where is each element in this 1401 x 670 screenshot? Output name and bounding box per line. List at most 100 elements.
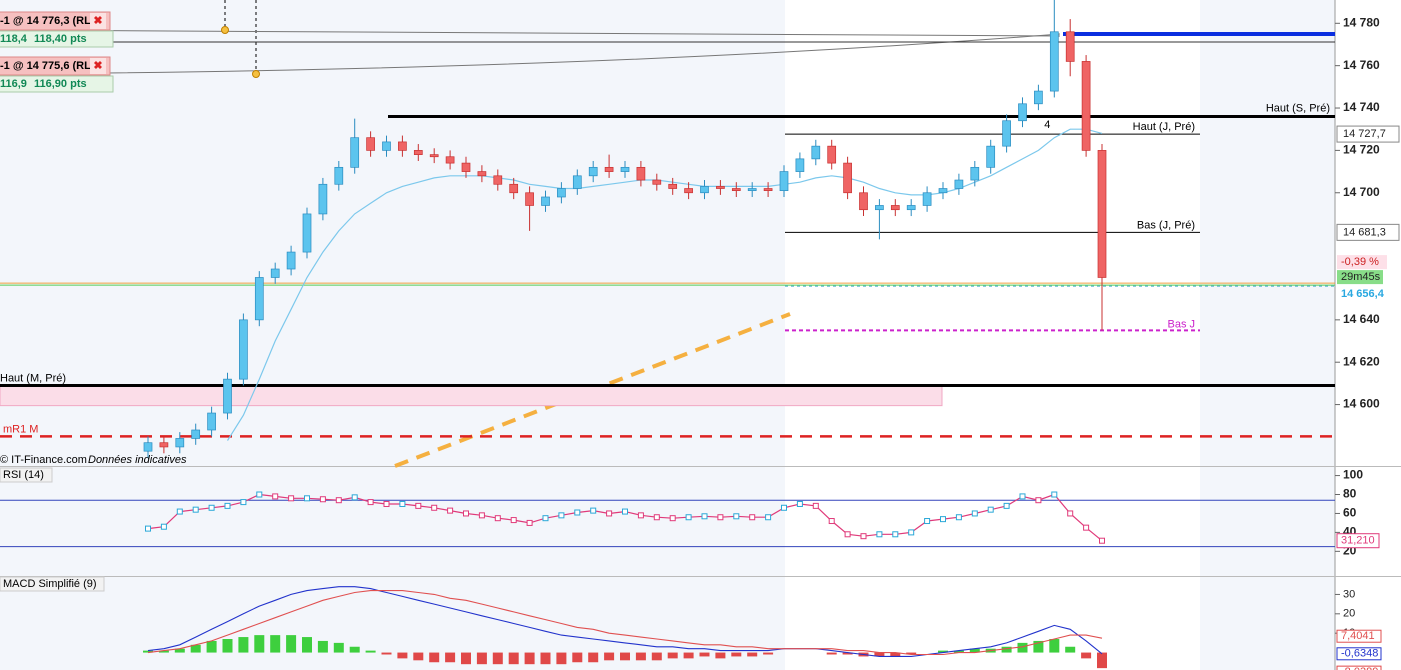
histogram-bar — [429, 652, 440, 663]
candle-body — [366, 137, 375, 151]
rsi-point — [892, 531, 899, 538]
candle-body — [620, 166, 630, 172]
histogram-bar — [556, 652, 567, 665]
points-box — [0, 75, 114, 93]
rsi-point — [622, 508, 628, 515]
candle-body — [334, 166, 344, 185]
rsi-point — [987, 506, 994, 513]
candle-body — [572, 175, 582, 189]
candle-body — [922, 192, 932, 206]
y-tick-label: 30 — [1343, 588, 1355, 600]
candle-body — [1081, 61, 1091, 151]
histogram-bar — [238, 637, 249, 653]
candle-body — [890, 205, 900, 211]
candle-body — [350, 137, 360, 168]
candle-body — [207, 412, 216, 431]
y-tick-label: 14 700 — [1343, 185, 1380, 199]
rsi-point — [1067, 510, 1074, 517]
candle-body — [684, 188, 693, 194]
candle-body — [779, 171, 789, 191]
y-tick-label: 14 740 — [1343, 100, 1380, 114]
histogram-bar — [699, 652, 710, 657]
histogram-bar — [540, 652, 551, 665]
points: 118,4 — [0, 33, 28, 45]
histogram-bar — [651, 652, 662, 661]
rsi-point — [781, 504, 787, 511]
candle-body — [652, 179, 662, 185]
candle-body — [143, 442, 153, 452]
histogram-bar — [1065, 646, 1076, 653]
candle-body — [843, 162, 852, 194]
zone — [0, 385, 943, 407]
rsi-point — [828, 518, 835, 525]
rsi-point — [542, 515, 549, 522]
histogram-bar — [349, 646, 360, 653]
signal-label: 4 — [1044, 119, 1050, 131]
candle-body — [986, 145, 996, 168]
rsi-point — [1099, 537, 1105, 544]
candle-body — [954, 179, 964, 189]
rsi-point — [812, 502, 819, 509]
rsi-point — [1051, 491, 1058, 498]
histogram-bar — [174, 648, 185, 653]
rsi-point — [463, 510, 469, 517]
close-button[interactable]: ✖ — [93, 15, 102, 27]
rsi-point — [510, 517, 517, 524]
histogram-bar — [667, 652, 678, 659]
candle-body — [239, 319, 248, 380]
rsi-point — [844, 531, 851, 538]
axis-box-label: 14 681,3 — [1343, 226, 1386, 238]
candle-body — [716, 186, 725, 189]
candle-body — [1097, 150, 1107, 278]
macd-last: -8,0389 — [1341, 666, 1378, 670]
points: 116,9 — [0, 78, 27, 90]
histogram-bar — [317, 640, 328, 653]
rsi-point — [367, 499, 374, 506]
candle-body — [461, 162, 471, 172]
order-label: -1 @ 14 776,3 (RL) — [0, 15, 95, 27]
histogram-bar — [1097, 652, 1107, 669]
close-button-bg[interactable] — [90, 13, 106, 29]
axis-bg — [1335, 0, 1401, 670]
histogram-bar — [381, 652, 392, 655]
order-point — [221, 26, 229, 34]
rsi-point — [447, 507, 454, 514]
axis-box — [1336, 629, 1382, 643]
rsi-point — [955, 514, 962, 521]
order-label: -1 @ 14 775,6 (RL) — [0, 60, 95, 72]
histogram-bar — [953, 650, 964, 653]
y-tick-label: 80 — [1343, 487, 1357, 501]
rsi-point — [224, 502, 231, 509]
level-label: Bas J — [1167, 318, 1195, 330]
rsi-point — [908, 529, 915, 536]
histogram-bar — [572, 652, 583, 663]
axis-box — [1336, 647, 1382, 661]
histogram-bar — [842, 652, 853, 655]
rsi-point — [1035, 497, 1042, 504]
histogram-bar — [1049, 639, 1060, 653]
y-tick-label: 14 620 — [1343, 354, 1380, 368]
close-button[interactable]: ✖ — [93, 60, 102, 72]
histogram-bar — [890, 652, 901, 657]
candle-body — [1018, 103, 1027, 122]
histogram-bar — [969, 648, 980, 653]
histogram-bar — [206, 640, 217, 653]
candle-body — [270, 268, 280, 278]
candle-body — [254, 277, 264, 321]
y-tick-label: 14 600 — [1343, 397, 1380, 411]
histogram-bar — [1081, 652, 1092, 659]
rsi-point — [494, 515, 501, 522]
level-label: Bas (J, Pré) — [1137, 219, 1195, 231]
candle-body — [827, 145, 837, 164]
close-button-bg[interactable] — [90, 58, 106, 74]
candle-body — [795, 158, 805, 172]
rsi-point — [399, 500, 406, 507]
rsi-point — [272, 493, 279, 500]
candle-body — [318, 183, 328, 215]
copyright: © IT-Finance.com — [0, 454, 87, 466]
histogram-bar — [524, 652, 535, 665]
rsi-point — [685, 514, 692, 521]
histogram-bar — [826, 652, 837, 655]
histogram-bar — [445, 652, 456, 663]
candle-body — [509, 183, 519, 194]
